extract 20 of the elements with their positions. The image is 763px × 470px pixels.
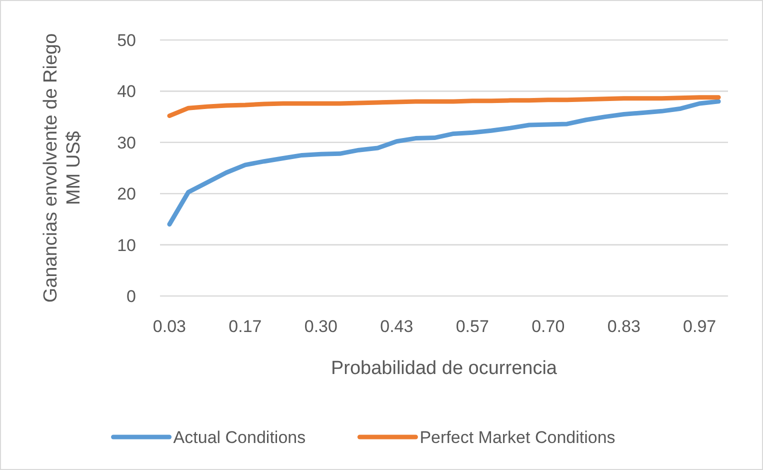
x-tick-label: 0.57 [456,317,489,336]
y-tick-label: 0 [126,286,136,306]
legend-label: Perfect Market Conditions [420,428,616,447]
x-tick-label: 0.17 [228,317,262,336]
x-axis-title: Probabilidad de ocurrencia [330,358,558,379]
y-tick-label: 20 [117,184,136,204]
y-tick-label: 30 [117,133,136,152]
x-tick-label: 0.83 [607,317,640,336]
legend-label: Actual Conditions [173,428,306,447]
x-tick-label: 0.30 [304,317,338,336]
y-tick-label: 50 [117,30,136,50]
line-series [167,95,721,118]
y-tick-label: 40 [117,82,136,102]
x-tick-label: 0.70 [532,317,565,336]
x-tick-label: 0.03 [152,317,186,336]
y-tick-label: 10 [117,236,136,255]
x-tick-label: 0.97 [683,317,716,336]
y-axis-title: Ganancias envolvente de Riego MM US$ [40,33,84,303]
x-tick-label: 0.43 [380,317,414,336]
line-series [167,99,721,227]
